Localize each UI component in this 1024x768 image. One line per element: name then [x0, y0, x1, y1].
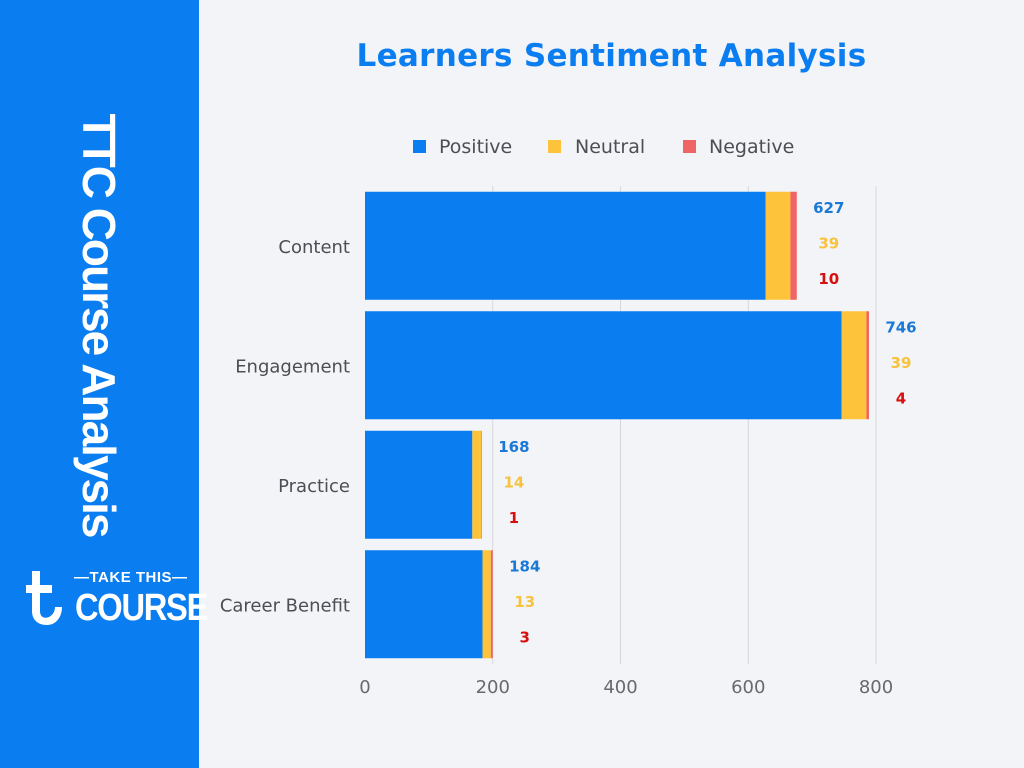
value-label-positive: 746 [885, 318, 916, 336]
bar-positive [365, 550, 483, 659]
value-label-neutral: 39 [891, 354, 912, 372]
chart-title: Learners Sentiment Analysis [356, 38, 867, 74]
bar-negative [481, 430, 482, 539]
bar-neutral [765, 191, 791, 300]
bar-negative [490, 550, 493, 659]
category-label: Engagement [235, 356, 350, 377]
value-label-negative: 3 [520, 628, 530, 646]
value-label-negative: 4 [896, 389, 906, 407]
legend-label-negative: Negative [709, 136, 794, 158]
legend-swatch-neutral [548, 140, 561, 153]
value-label-positive: 168 [498, 438, 529, 456]
value-label-positive: 184 [509, 557, 540, 575]
bar-neutral [482, 550, 491, 659]
legend-label-neutral: Neutral [575, 136, 645, 158]
legend-swatch-positive [413, 140, 426, 153]
logo-tagline: —TAKE THIS— [74, 569, 188, 586]
bar-neutral [841, 311, 867, 420]
legend-swatch-negative [683, 140, 696, 153]
logo-wordmark: COURSE [75, 587, 208, 629]
value-label-positive: 627 [813, 199, 844, 217]
chart-axis: 0 200 400 600 800 Content Engagement Practice Ca… [220, 237, 893, 698]
legend-label-positive: Positive [439, 136, 512, 158]
category-label: Content [278, 237, 350, 258]
take-this-course-logo: —TAKE THIS— COURSE [22, 565, 208, 635]
x-tick-label: 600 [731, 677, 765, 698]
value-label-neutral: 39 [818, 234, 839, 252]
bar-neutral [472, 430, 482, 539]
x-tick-label: 800 [859, 677, 893, 698]
bar-positive [365, 311, 842, 420]
value-label-neutral: 13 [514, 593, 535, 611]
value-label-negative: 10 [818, 270, 839, 288]
category-label: Career Benefit [220, 595, 350, 616]
chart-bars [365, 191, 869, 659]
bar-positive [365, 191, 766, 300]
x-tick-label: 200 [476, 677, 510, 698]
sidebar: TTC Course Analysis —TAKE THIS— COURSE [0, 0, 208, 768]
value-label-neutral: 14 [503, 473, 524, 491]
bar-negative [790, 191, 797, 300]
chart-legend: Positive Neutral Negative [413, 136, 794, 158]
logo-t-icon [26, 571, 62, 625]
bar-negative [866, 311, 869, 420]
value-label-negative: 1 [509, 509, 519, 527]
x-tick-label: 400 [603, 677, 637, 698]
category-label: Practice [278, 476, 350, 497]
x-tick-label: 0 [359, 677, 370, 698]
chart-value-labels: 627 39 10 746 39 4 168 14 1 184 13 3 [498, 199, 916, 647]
bar-positive [365, 430, 473, 539]
